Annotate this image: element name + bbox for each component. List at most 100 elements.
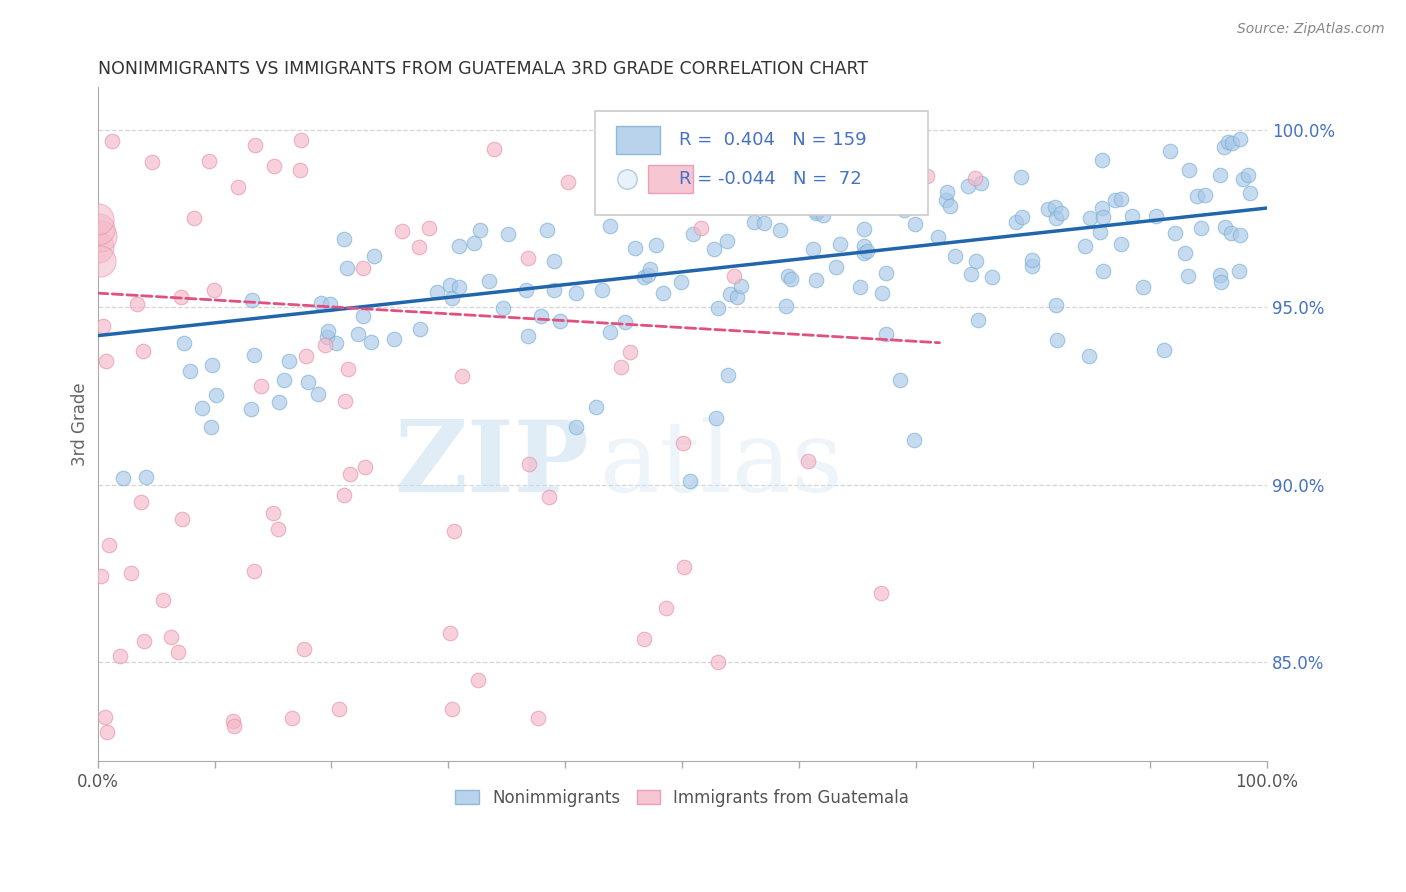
Text: atlas: atlas <box>600 417 844 513</box>
Point <box>717 368 740 382</box>
Point <box>426 285 449 299</box>
Point <box>652 285 675 300</box>
Point <box>849 279 872 293</box>
Point <box>90 229 112 244</box>
Point <box>679 474 702 488</box>
Point <box>747 194 769 209</box>
Point <box>1021 252 1043 267</box>
Point <box>132 344 155 359</box>
Point <box>1159 145 1181 159</box>
Point <box>517 329 540 343</box>
Point <box>100 134 122 148</box>
Text: ZIP: ZIP <box>394 417 589 513</box>
Point <box>87 222 110 236</box>
Point <box>288 162 311 177</box>
Point <box>613 315 636 329</box>
Point <box>1194 187 1216 202</box>
Point <box>548 314 571 328</box>
Point <box>478 274 501 288</box>
Point <box>496 227 519 242</box>
Point <box>172 512 194 526</box>
Legend: Nonimmigrants, Immigrants from Guatemala: Nonimmigrants, Immigrants from Guatemala <box>449 782 915 814</box>
Point <box>852 246 875 260</box>
Point <box>640 262 662 277</box>
Point <box>447 280 470 294</box>
Point <box>903 433 925 447</box>
Point <box>718 287 741 301</box>
Point <box>530 310 553 324</box>
Point <box>1005 215 1028 229</box>
Point <box>1121 209 1143 223</box>
Point <box>467 673 489 688</box>
Point <box>537 491 560 505</box>
Point <box>243 137 266 152</box>
Point <box>870 285 893 300</box>
Point <box>852 221 875 235</box>
Point <box>239 402 262 417</box>
Point <box>200 419 222 434</box>
Point <box>1091 201 1114 215</box>
Point <box>96 725 118 739</box>
Point <box>1046 333 1069 347</box>
Y-axis label: 3rd Grade: 3rd Grade <box>72 383 89 467</box>
Point <box>927 229 949 244</box>
Point <box>936 185 959 199</box>
Point <box>1088 225 1111 239</box>
Point <box>806 273 828 287</box>
Point <box>309 295 332 310</box>
Point <box>170 290 193 304</box>
Point <box>263 159 285 173</box>
Point <box>202 283 225 297</box>
Point <box>637 268 659 282</box>
Point <box>90 569 112 583</box>
Point <box>830 236 852 251</box>
Point <box>1177 268 1199 283</box>
Point <box>418 220 440 235</box>
Point <box>780 190 803 204</box>
Point <box>1144 209 1167 223</box>
Point <box>775 299 797 313</box>
Point <box>333 393 356 408</box>
Point <box>295 349 318 363</box>
Point <box>1045 298 1067 312</box>
Point <box>718 198 741 212</box>
Point <box>1074 239 1097 253</box>
Point <box>806 206 828 220</box>
Point <box>704 411 727 425</box>
Text: Source: ZipAtlas.com: Source: ZipAtlas.com <box>1237 22 1385 37</box>
Point <box>408 321 430 335</box>
Point <box>527 711 550 725</box>
Point <box>1091 153 1114 168</box>
Point <box>441 702 464 716</box>
Point <box>1153 343 1175 358</box>
Point <box>1178 163 1201 178</box>
Point <box>1109 192 1132 206</box>
Point <box>1239 186 1261 201</box>
Point <box>980 269 1002 284</box>
Point <box>730 278 752 293</box>
Point <box>963 171 986 186</box>
Point <box>443 524 465 538</box>
Point <box>197 153 219 168</box>
Point <box>1227 264 1250 278</box>
Point <box>894 175 917 189</box>
Point <box>633 632 655 646</box>
Point <box>240 293 263 307</box>
Point <box>1211 275 1233 289</box>
Point <box>179 364 201 378</box>
Point <box>591 283 613 297</box>
Point <box>1185 189 1208 203</box>
Point <box>332 232 354 246</box>
Point <box>314 338 336 352</box>
Point <box>943 249 966 263</box>
Point <box>273 373 295 387</box>
Point <box>824 260 846 275</box>
Point <box>883 188 905 202</box>
Point <box>1010 169 1032 184</box>
Point <box>956 178 979 193</box>
Point <box>297 376 319 390</box>
Point <box>152 592 174 607</box>
Point <box>347 327 370 342</box>
Point <box>644 237 666 252</box>
Point <box>135 469 157 483</box>
